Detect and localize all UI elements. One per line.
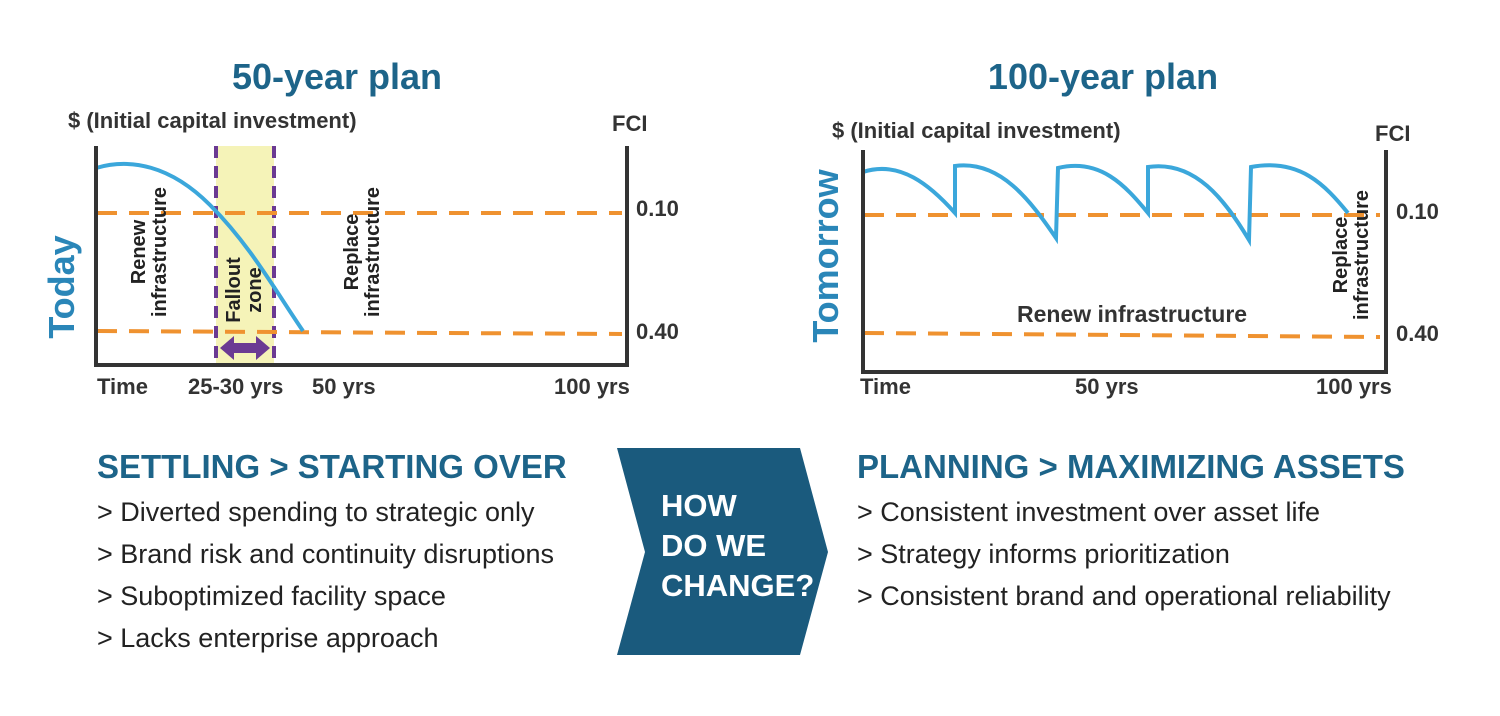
arrow-text: DO WE xyxy=(661,528,767,563)
annotation: Renew infrastructure xyxy=(1017,301,1248,327)
bullet: > Consistent brand and operational relia… xyxy=(857,581,1391,611)
fci-tick: 0.10 xyxy=(1396,199,1439,224)
x-label: Time xyxy=(97,374,148,399)
condition-curve xyxy=(95,161,305,333)
annotation: Replace infrastructure xyxy=(341,186,384,318)
x-label: Time xyxy=(860,374,911,399)
side-label: Today xyxy=(41,235,82,339)
bullet: > Strategy informs prioritization xyxy=(857,539,1230,569)
heading: PLANNING > MAXIMIZING ASSETS xyxy=(857,448,1405,485)
condition-curve xyxy=(862,163,1350,247)
y-label: $ (Initial capital investment) xyxy=(68,108,357,133)
bullet: > Consistent investment over asset life xyxy=(857,497,1320,527)
fci-line xyxy=(863,331,1381,339)
fci-tick: 0.10 xyxy=(636,196,679,221)
annotation: Replace infrastructure xyxy=(1330,189,1373,321)
bullet: > Brand risk and continuity disruptions xyxy=(97,539,554,569)
y-label: $ (Initial capital investment) xyxy=(832,118,1121,143)
x-label: 50 yrs xyxy=(1075,374,1139,399)
title: 50-year plan xyxy=(231,56,443,97)
fci-label: FCI xyxy=(1375,121,1411,146)
double-arrow xyxy=(220,336,270,360)
fallout-band xyxy=(216,146,274,364)
side-label: Tomorrow xyxy=(805,169,846,343)
bullet: > Diverted spending to strategic only xyxy=(97,497,535,527)
axes xyxy=(861,150,1388,374)
axes xyxy=(94,146,629,367)
heading: SETTLING > STARTING OVER xyxy=(97,448,567,485)
chevron xyxy=(617,448,828,655)
fci-line xyxy=(96,329,623,336)
x-label: 100 yrs xyxy=(554,374,630,399)
x-label: 100 yrs xyxy=(1316,374,1392,399)
x-label: 25-30 yrs xyxy=(188,374,284,399)
fci-label: FCI xyxy=(612,111,648,136)
x-label: 50 yrs xyxy=(312,374,376,399)
arrow-text: HOW xyxy=(661,488,737,523)
arrow-text: CHANGE? xyxy=(661,568,815,603)
annotation: Renew infrastructure xyxy=(128,186,171,318)
fci-tick: 0.40 xyxy=(1396,321,1439,346)
bullet: > Lacks enterprise approach xyxy=(97,623,439,653)
annotation: Fallout zone xyxy=(223,257,266,323)
fci-tick: 0.40 xyxy=(636,319,679,344)
title: 100-year plan xyxy=(987,56,1219,97)
bullet: > Suboptimized facility space xyxy=(97,581,446,611)
